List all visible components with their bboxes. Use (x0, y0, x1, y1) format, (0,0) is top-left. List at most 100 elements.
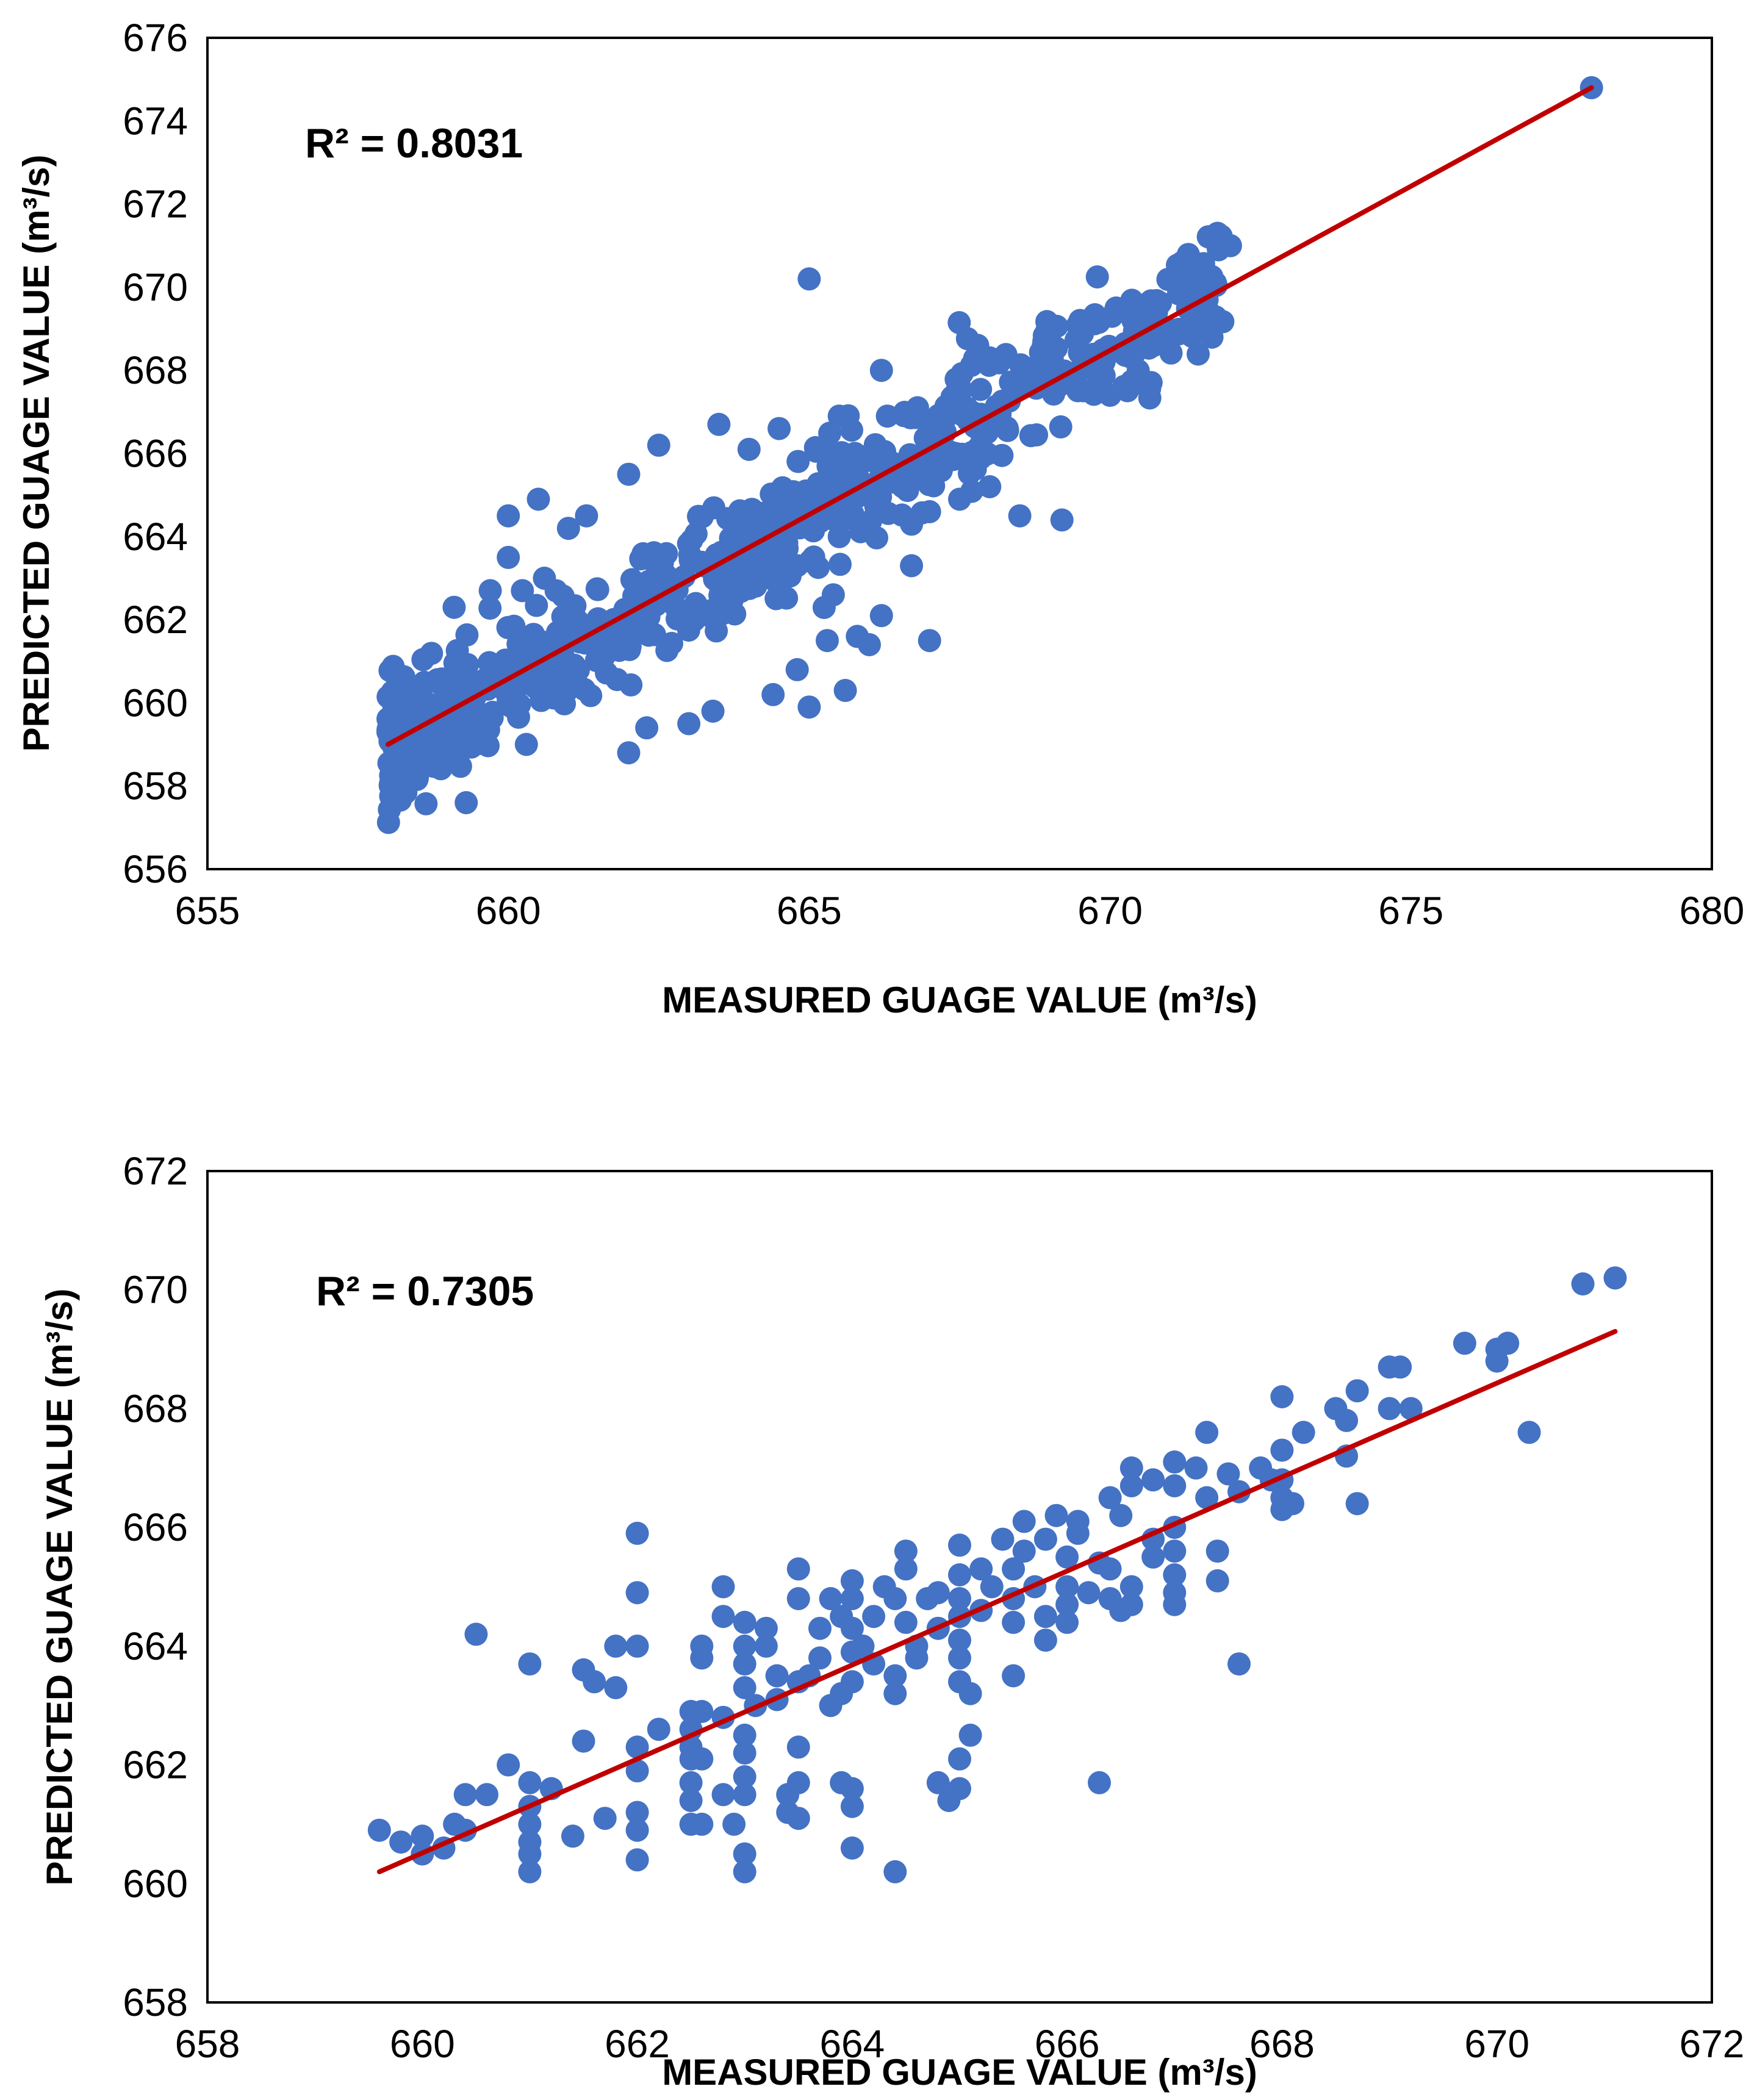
data-point (1008, 353, 1032, 377)
data-point (883, 1682, 907, 1705)
data-point (840, 1670, 864, 1694)
data-point (1044, 1503, 1068, 1527)
data-point (420, 732, 444, 756)
data-point (729, 556, 753, 580)
data-point (891, 475, 915, 499)
data-point (525, 593, 548, 617)
data-point (1100, 304, 1124, 328)
data-point (830, 1771, 853, 1794)
data-point (709, 577, 733, 601)
y-tick-label: 660 (123, 1862, 188, 1905)
data-point (918, 629, 941, 653)
data-point (467, 731, 490, 755)
data-point (690, 1700, 714, 1723)
data-point (883, 1587, 907, 1610)
x-tick-label: 666 (1035, 2022, 1100, 2066)
data-point (1163, 1593, 1187, 1616)
data-point (816, 629, 839, 653)
data-point (808, 1646, 832, 1670)
data-point (797, 695, 821, 719)
data-point (948, 1646, 971, 1670)
y-tick-label: 676 (123, 16, 188, 60)
data-point (1205, 1569, 1229, 1593)
data-point (958, 1682, 982, 1705)
data-point (910, 501, 934, 525)
data-point (379, 772, 403, 795)
chart-2-points (367, 1266, 1627, 1883)
data-point (1068, 341, 1091, 365)
chart-1-y-axis-title: PREDICTED GUAGE VALUE (m³/s) (16, 155, 57, 752)
data-point (1159, 341, 1183, 365)
data-point (553, 622, 577, 645)
data-point (1033, 1605, 1057, 1629)
data-point (381, 654, 405, 678)
data-point (711, 1605, 735, 1629)
data-point (625, 1848, 649, 1872)
data-point (414, 792, 438, 815)
data-point (707, 412, 731, 436)
data-point (1109, 1503, 1133, 1527)
x-tick-label: 670 (1077, 889, 1143, 933)
data-point (1227, 1652, 1251, 1676)
chart-1-x-tick-labels: 655 660 665 670 675 680 (175, 889, 1745, 933)
data-point (1066, 1521, 1090, 1545)
data-point (767, 417, 791, 440)
y-tick-label: 664 (123, 515, 188, 559)
data-point (1270, 1438, 1294, 1462)
data-point (1399, 1397, 1423, 1421)
data-point (894, 1539, 918, 1563)
chart-2-trendline (376, 1328, 1618, 1874)
data-point (733, 1652, 756, 1676)
y-tick-label: 670 (123, 1268, 188, 1312)
data-point (846, 625, 869, 648)
y-tick-label: 666 (123, 432, 188, 476)
data-point (1138, 377, 1162, 401)
data-point (862, 1605, 886, 1629)
data-point (1066, 314, 1090, 337)
data-point (765, 1664, 789, 1688)
data-point (690, 1812, 714, 1836)
data-point (625, 1521, 649, 1545)
data-point (631, 542, 655, 565)
data-point (996, 417, 1019, 440)
data-point (1156, 268, 1180, 292)
data-point (1335, 1408, 1359, 1432)
data-point (1077, 1581, 1101, 1605)
data-point (625, 1759, 649, 1783)
data-point (635, 716, 659, 740)
data-point (497, 504, 520, 528)
data-point (1083, 303, 1107, 326)
y-tick-label: 662 (123, 1743, 188, 1787)
data-point (786, 450, 810, 473)
data-point (679, 1771, 703, 1794)
data-point (650, 551, 674, 575)
data-point (702, 496, 726, 520)
x-tick-label: 675 (1378, 889, 1443, 933)
data-point (833, 679, 857, 702)
data-point (690, 1634, 714, 1658)
data-point (575, 504, 598, 528)
data-point (733, 1634, 756, 1658)
chart-2-x-axis-title: MEASURED GUAGE VALUE (m³/s) (662, 2052, 1257, 2093)
data-point (725, 517, 749, 541)
data-point (1141, 1468, 1165, 1492)
data-point (948, 1747, 971, 1771)
data-point (1163, 1474, 1187, 1497)
chart-2-x-tick-labels: 658 660 662 664 666 668 670 672 (175, 2022, 1745, 2066)
data-point (771, 554, 794, 578)
data-point (1088, 1771, 1111, 1794)
data-point (1195, 1486, 1219, 1510)
x-tick-label: 665 (777, 889, 842, 933)
data-point (1002, 1610, 1026, 1634)
data-point (1163, 1450, 1187, 1474)
data-point (1205, 1539, 1229, 1563)
x-tick-label: 668 (1249, 2022, 1315, 2066)
y-tick-label: 658 (123, 764, 188, 808)
x-tick-label: 670 (1464, 2022, 1529, 2066)
data-point (1112, 374, 1136, 398)
y-tick-label: 670 (123, 265, 188, 309)
data-point (682, 609, 706, 632)
x-tick-label: 660 (476, 889, 541, 933)
data-point (647, 1718, 670, 1741)
